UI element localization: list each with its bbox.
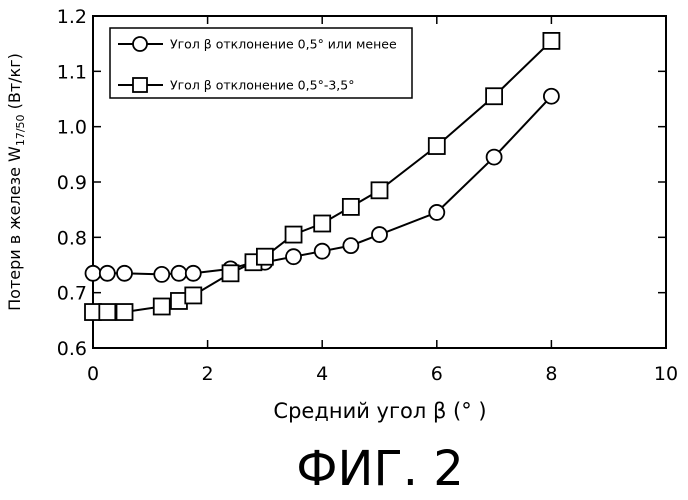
- y-axis-label: Потери в железе W17/50 (Вт/кг): [5, 53, 27, 311]
- circle-data-point: [343, 238, 358, 253]
- square-data-point: [343, 199, 359, 215]
- x-tick-label: 8: [545, 363, 557, 385]
- circle-data-point: [100, 266, 115, 281]
- square-data-point: [486, 88, 502, 104]
- circle-data-point: [171, 266, 186, 281]
- figure-caption: ФИГ. 2: [296, 441, 464, 497]
- square-data-point: [154, 299, 170, 315]
- y-tick-label: 0.7: [57, 283, 87, 305]
- y-axis-label-subscript: 17/50: [14, 114, 27, 146]
- y-tick-label: 0.8: [57, 227, 87, 249]
- square-data-point: [314, 216, 330, 232]
- legend-label-circle: Угол β отклонение 0,5° или менее: [170, 37, 397, 52]
- circle-data-point: [117, 266, 132, 281]
- legend-label-square: Угол β отклонение 0,5°-3,5°: [170, 78, 354, 93]
- square-data-point: [286, 227, 302, 243]
- y-tick-label: 1.1: [57, 61, 87, 83]
- y-axis-label-main: Потери в железе W: [5, 146, 24, 311]
- x-tick-label: 10: [654, 363, 678, 385]
- y-tick-labels: 0.6 0.7 0.8 0.9 1.0 1.1 1.2: [57, 6, 87, 360]
- circle-data-point: [544, 89, 559, 104]
- x-axis-label: Средний угол β (° ): [273, 399, 486, 423]
- square-data-point: [99, 304, 115, 320]
- circle-data-point: [154, 267, 169, 282]
- legend: Угол β отклонение 0,5° или менее Угол β …: [110, 28, 412, 98]
- x-tick-label: 4: [316, 363, 328, 385]
- square-data-point: [429, 138, 445, 154]
- square-data-point: [257, 249, 273, 265]
- square-data-point: [223, 265, 239, 281]
- y-tick-label: 0.6: [57, 338, 87, 360]
- circle-data-point: [186, 266, 201, 281]
- circle-data-point: [429, 205, 444, 220]
- square-data-point: [543, 33, 559, 49]
- legend-square-marker: [133, 78, 147, 92]
- circle-data-point: [487, 150, 502, 165]
- y-tick-label: 0.9: [57, 172, 87, 194]
- circle-data-point: [86, 266, 101, 281]
- x-tick-label: 6: [431, 363, 443, 385]
- circle-data-point: [372, 227, 387, 242]
- square-data-point: [117, 304, 133, 320]
- square-data-point: [372, 182, 388, 198]
- circle-data-point: [315, 244, 330, 259]
- y-axis-label-unit: (Вт/кг): [5, 53, 24, 114]
- x-tick-label: 2: [202, 363, 214, 385]
- circle-data-point: [286, 249, 301, 264]
- legend-circle-marker: [133, 37, 147, 51]
- y-tick-label: 1.0: [57, 117, 87, 139]
- square-data-point: [185, 287, 201, 303]
- x-tick-labels: 0 2 4 6 8 10: [87, 363, 678, 385]
- x-tick-label: 0: [87, 363, 99, 385]
- y-tick-label: 1.2: [57, 6, 87, 28]
